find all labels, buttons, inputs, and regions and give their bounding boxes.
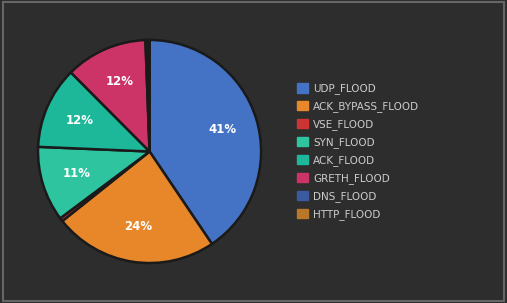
Wedge shape [71,40,150,152]
Wedge shape [62,152,212,263]
Wedge shape [146,40,150,152]
Legend: UDP_FLOOD, ACK_BYPASS_FLOOD, VSE_FLOOD, SYN_FLOOD, ACK_FLOOD, GRETH_FLOOD, DNS_F: UDP_FLOOD, ACK_BYPASS_FLOOD, VSE_FLOOD, … [294,80,422,223]
Text: 12%: 12% [66,115,94,128]
Wedge shape [60,152,150,221]
Text: 11%: 11% [63,167,91,180]
Wedge shape [148,40,150,152]
Wedge shape [38,147,150,218]
Text: 24%: 24% [124,220,152,233]
Text: 41%: 41% [208,123,236,136]
Text: 12%: 12% [105,75,133,88]
Wedge shape [150,40,261,244]
Wedge shape [38,72,150,152]
